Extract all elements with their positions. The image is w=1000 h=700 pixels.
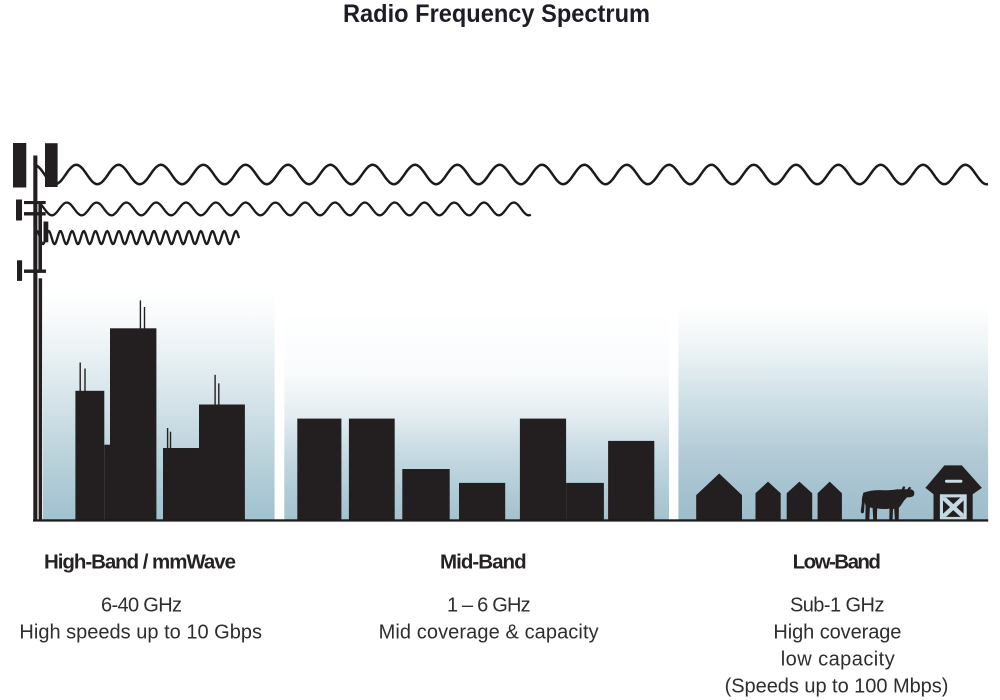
svg-text:Mid-Band: Mid-Band — [440, 551, 527, 574]
svg-text:low capacity: low capacity — [781, 649, 895, 671]
svg-text:High speeds up to 10 Gbps: High speeds up to 10 Gbps — [19, 622, 262, 644]
svg-text:(Speeds up to 100 Mbps): (Speeds up to 100 Mbps) — [725, 676, 949, 698]
svg-text:Sub-1 GHz: Sub-1 GHz — [790, 594, 885, 616]
svg-text:Low-Band: Low-Band — [793, 551, 881, 574]
svg-text:Radio Frequency Spectrum: Radio Frequency Spectrum — [343, 0, 650, 28]
svg-text:High-Band / mmWave: High-Band / mmWave — [44, 551, 236, 574]
svg-text:1 – 6 GHz: 1 – 6 GHz — [447, 594, 531, 616]
svg-text:Mid coverage & capacity: Mid coverage & capacity — [379, 622, 599, 644]
svg-text:6-40 GHz: 6-40 GHz — [101, 594, 182, 616]
svg-text:High coverage: High coverage — [773, 622, 901, 644]
